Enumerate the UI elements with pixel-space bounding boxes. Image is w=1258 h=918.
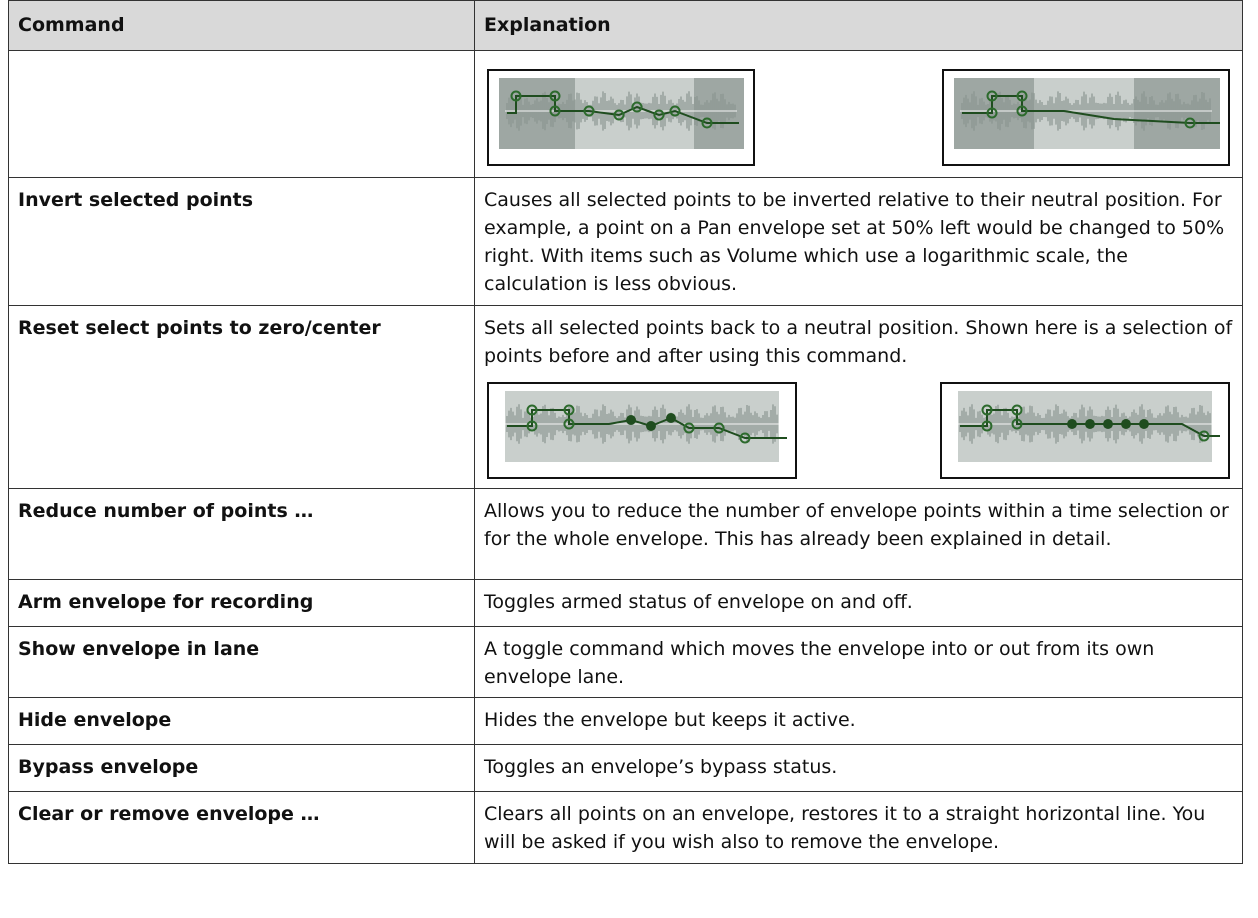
thumbnail-group (484, 51, 1233, 166)
envelope-point (1016, 90, 1028, 102)
envelope-illustration (958, 391, 1220, 462)
command-text: Show envelope in lane (18, 638, 260, 660)
cell (8, 50, 475, 178)
envelope-point (526, 404, 538, 416)
table-row: Bypass envelope Toggles an envelope’s byp… (8, 744, 1243, 792)
explanation-cell: Toggles armed status of envelope on and … (474, 579, 1243, 627)
table-row: Clear or remove envelope … Clears all poi… (8, 791, 1243, 864)
command-cell: Invert selected points (8, 177, 475, 306)
envelope-point (583, 105, 595, 117)
envelope-thumbnail (940, 382, 1230, 479)
envelope-point (1016, 105, 1028, 117)
command-cell: Clear or remove envelope … (8, 791, 475, 864)
column-header: Explanation (474, 0, 1243, 51)
table-row: Hide envelope Hides the envelope but keep… (8, 697, 1243, 745)
envelope-point (1011, 404, 1023, 416)
table-row: Reset select points to zero/center Sets a… (8, 305, 1243, 489)
command-text: Hide envelope (18, 709, 172, 731)
selection-shade (1134, 78, 1220, 149)
envelope-point (1011, 418, 1023, 430)
explanation-cell: Sets all selected points back to a neutr… (474, 305, 1243, 489)
envelope-point (701, 117, 713, 129)
envelope-illustration (954, 78, 1220, 149)
waveform-bg (505, 391, 779, 462)
envelope-point (613, 109, 625, 121)
explanation-cell: A toggle command which moves the envelop… (474, 626, 1243, 698)
selected-point (666, 413, 676, 423)
envelope-point (631, 101, 643, 113)
envelope-line (507, 95, 739, 124)
explanation-cell: Clears all points on an envelope, restor… (474, 791, 1243, 864)
envelope-point (683, 422, 695, 434)
command-cell: Show envelope in lane (8, 626, 475, 698)
selected-point (1121, 419, 1131, 429)
envelope-point (981, 404, 993, 416)
command-cell: Hide envelope (8, 697, 475, 745)
table-row: Invert selected points Causes all selecte… (8, 177, 1243, 306)
selected-point (646, 421, 656, 431)
thumbnail-group (484, 382, 1233, 482)
command-text: Arm envelope for recording (18, 591, 314, 613)
explanation-text: Clears all points on an envelope, restor… (484, 803, 1206, 853)
header-row: Command Explanation (8, 0, 1243, 51)
command-cell: Reduce number of points … (8, 488, 475, 580)
table-row: Reduce number of points … Allows you to r… (8, 488, 1243, 580)
command-text: Clear or remove envelope … (18, 803, 320, 825)
explanation-cell: Causes all selected points to be inverte… (474, 177, 1243, 306)
command-text: Reset select points to zero/center (18, 317, 381, 339)
envelope-point (549, 90, 561, 102)
envelope-illustration (499, 78, 744, 149)
envelope-point (739, 432, 751, 444)
envelope-illustration (505, 391, 787, 462)
selected-point (1067, 419, 1077, 429)
selected-point (1139, 419, 1149, 429)
command-cell: Reset select points to zero/center (8, 305, 475, 489)
envelope-point (549, 105, 561, 117)
selected-point (1085, 419, 1095, 429)
command-table: Command Explanation Invert selected poin… (8, 0, 1243, 864)
explanation-cell: Hides the envelope but keeps it active. (474, 697, 1243, 745)
column-header: Command (8, 0, 475, 51)
command-cell: Bypass envelope (8, 744, 475, 792)
command-text: Invert selected points (18, 189, 254, 211)
envelope-point (1198, 430, 1210, 442)
envelope-thumbnail (487, 69, 755, 166)
envelope-point (986, 107, 998, 119)
command-cell: Arm envelope for recording (8, 579, 475, 627)
envelope-thumbnail (942, 69, 1230, 166)
command-text: Reduce number of points … (18, 500, 314, 522)
selected-point (1103, 419, 1113, 429)
envelope-point (669, 105, 681, 117)
table-row: Show envelope in lane A toggle command wh… (8, 626, 1243, 698)
image-row (8, 50, 1243, 178)
envelope-point (510, 90, 522, 102)
explanation-text: Sets all selected points back to a neutr… (484, 317, 1233, 367)
envelope-point (986, 90, 998, 102)
envelope-point (653, 109, 665, 121)
table-row: Arm envelope for recording Toggles armed … (8, 579, 1243, 627)
explanation-cell: Allows you to reduce the number of envel… (474, 488, 1243, 580)
explanation-text: Toggles armed status of envelope on and … (484, 591, 913, 613)
explanation-text: A toggle command which moves the envelop… (484, 638, 1155, 688)
command-text: Bypass envelope (18, 756, 199, 778)
envelope-point (1184, 117, 1196, 129)
envelope-point (563, 418, 575, 430)
explanation-text: Causes all selected points to be inverte… (484, 189, 1225, 295)
explanation-text: Hides the envelope but keeps it active. (484, 709, 856, 731)
cell (474, 50, 1243, 178)
envelope-point (526, 420, 538, 432)
selected-point (626, 415, 636, 425)
explanation-text: Allows you to reduce the number of envel… (484, 500, 1229, 550)
envelope-point (713, 422, 725, 434)
explanation-cell: Toggles an envelope’s bypass status. (474, 744, 1243, 792)
envelope-point (563, 404, 575, 416)
envelope-thumbnail (487, 382, 797, 479)
envelope-line (962, 95, 1220, 124)
envelope-point (981, 420, 993, 432)
explanation-text: Toggles an envelope’s bypass status. (484, 756, 838, 778)
